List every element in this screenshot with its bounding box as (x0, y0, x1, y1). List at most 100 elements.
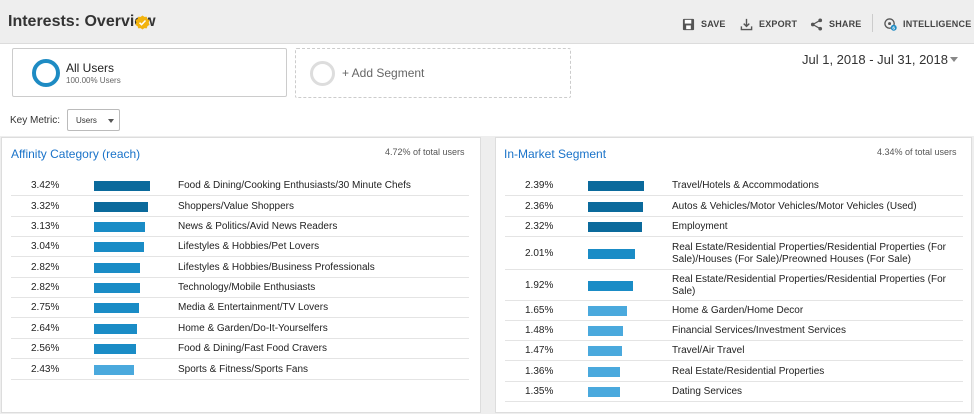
share-button[interactable]: SHARE (810, 17, 862, 31)
affinity-total: 4.72% of total users (385, 147, 465, 157)
row-bar (588, 222, 642, 232)
row-label[interactable]: Sports & Fitness/Sports Fans (178, 363, 309, 375)
row-bar (588, 366, 620, 377)
row-label[interactable]: Lifestyles & Hobbies/Pet Lovers (178, 241, 320, 252)
save-label: SAVE (701, 19, 726, 29)
row-percentage: 2.39% (525, 180, 554, 191)
table-row: 2.82% Technology/Mobile Enthusiasts (11, 278, 469, 298)
row-percentage: 3.32% (31, 200, 60, 212)
table-row: 2.43% Sports & Fitness/Sports Fans (11, 359, 469, 380)
row-label[interactable]: Home & Garden/Home Decor (672, 305, 804, 316)
row-bar (588, 306, 627, 316)
toolbar-divider (872, 14, 873, 32)
row-label[interactable]: Real Estate/Residential Properties (672, 365, 825, 377)
in-market-title[interactable]: In-Market Segment (504, 147, 607, 161)
segment-all-users[interactable]: All Users 100.00% Users (12, 48, 287, 97)
intelligence-icon: 6 (884, 17, 897, 31)
row-label[interactable]: Media & Entertainment/TV Lovers (178, 302, 329, 313)
share-label: SHARE (829, 19, 862, 29)
row-label[interactable]: Technology/Mobile Enthusiasts (178, 282, 316, 293)
row-label[interactable]: Food & Dining/Fast Food Cravers (178, 343, 327, 354)
row-bar (588, 181, 644, 191)
add-segment-label: + Add Segment (342, 66, 425, 80)
row-percentage: 1.47% (525, 345, 554, 356)
row-bar (588, 326, 623, 336)
table-row: 3.32% Shoppers/Value Shoppers (11, 196, 469, 217)
row-label[interactable]: Financial Services/Investment Services (672, 325, 846, 336)
in-market-total: 4.34% of total users (877, 147, 957, 157)
row-bar (588, 346, 622, 356)
row-bar (94, 181, 150, 191)
table-row: 2.39% Travel/Hotels & Accommodations (505, 176, 963, 196)
row-label[interactable]: Real Estate/Residential Properties/Resid… (672, 241, 947, 265)
row-bar (94, 201, 148, 212)
row-label[interactable]: Home & Garden/Do-It-Yourselfers (178, 322, 328, 334)
export-label: EXPORT (759, 19, 798, 29)
row-bar (588, 248, 635, 259)
export-icon (740, 18, 753, 30)
table-row: 1.36% Real Estate/Residential Properties (505, 361, 963, 382)
row-percentage: 2.01% (525, 247, 554, 259)
row-percentage: 1.65% (525, 305, 554, 316)
table-row: 2.75% Media & Entertainment/TV Lovers (11, 298, 469, 318)
row-bar (94, 364, 134, 375)
row-percentage: 2.64% (31, 322, 60, 334)
row-label[interactable]: Autos & Vehicles/Motor Vehicles/Motor Ve… (672, 200, 917, 212)
row-label[interactable]: Travel/Air Travel (672, 345, 745, 356)
row-label[interactable]: Real Estate/Residential Properties/Resid… (672, 273, 947, 297)
chevron-down-icon (108, 119, 114, 123)
row-percentage: 1.36% (525, 365, 554, 377)
row-percentage: 1.92% (525, 279, 554, 291)
row-percentage: 2.36% (525, 200, 554, 212)
row-percentage: 2.56% (31, 343, 60, 354)
row-bar (94, 323, 137, 334)
verified-badge-icon (135, 15, 150, 30)
table-row: 3.13% News & Politics/Avid News Readers (11, 217, 469, 237)
table-row: 1.48% Financial Services/Investment Servi… (505, 321, 963, 341)
row-percentage: 1.35% (525, 386, 554, 397)
row-percentage: 3.13% (31, 221, 60, 232)
row-percentage: 3.04% (31, 241, 60, 252)
segment-name: All Users (66, 61, 115, 75)
table-row: 1.92% Real Estate/Residential Properties/… (505, 270, 963, 301)
row-bar (588, 387, 620, 397)
table-row: 2.56% Food & Dining/Fast Food Cravers (11, 339, 469, 359)
segment-ring-icon (32, 59, 60, 87)
table-row: 3.42% Food & Dining/Cooking Enthusiasts/3… (11, 176, 469, 196)
in-market-panel: In-Market Segment 4.34% of total users 2… (495, 137, 972, 413)
row-bar (94, 262, 140, 273)
row-bar (94, 344, 136, 354)
table-row: 2.36% Autos & Vehicles/Motor Vehicles/Mot… (505, 196, 963, 217)
row-label[interactable]: Shoppers/Value Shoppers (178, 200, 295, 212)
row-percentage: 1.48% (525, 325, 554, 336)
intelligence-button[interactable]: 6 INTELLIGENCE (884, 17, 971, 31)
row-label[interactable]: Travel/Hotels & Accommodations (672, 180, 819, 191)
row-label[interactable]: Employment (672, 221, 728, 232)
key-metric-label: Key Metric: (10, 115, 61, 126)
table-row: 2.64% Home & Garden/Do-It-Yourselfers (11, 318, 469, 339)
row-percentage: 2.82% (31, 282, 60, 293)
chevron-down-icon[interactable] (950, 57, 958, 62)
table-row: 2.82% Lifestyles & Hobbies/Business Profe… (11, 257, 469, 278)
row-label[interactable]: Lifestyles & Hobbies/Business Profession… (178, 261, 375, 273)
segment-share: 100.00% Users (66, 76, 121, 85)
table-row: 1.65% Home & Garden/Home Decor (505, 301, 963, 321)
save-button[interactable]: SAVE (682, 17, 726, 31)
key-metric-select[interactable]: Users (67, 109, 120, 131)
save-icon (682, 18, 695, 30)
svg-text:6: 6 (892, 25, 895, 30)
top-bar: Interests: Overview SAVE EXPORT SHARE 6 … (0, 0, 974, 44)
date-range-picker[interactable]: Jul 1, 2018 - Jul 31, 2018 (802, 52, 948, 67)
row-percentage: 2.82% (31, 261, 60, 273)
row-label[interactable]: News & Politics/Avid News Readers (178, 221, 338, 232)
row-label[interactable]: Dating Services (672, 386, 743, 397)
row-bar (94, 222, 145, 232)
affinity-title[interactable]: Affinity Category (reach) (11, 147, 141, 161)
row-percentage: 3.42% (31, 180, 60, 191)
row-bar (588, 280, 633, 291)
export-button[interactable]: EXPORT (740, 17, 797, 31)
row-label[interactable]: Food & Dining/Cooking Enthusiasts/30 Min… (178, 180, 411, 191)
add-segment-button[interactable]: + Add Segment (295, 48, 571, 98)
row-bar (94, 242, 144, 252)
table-row: 2.01% Real Estate/Residential Properties/… (505, 237, 963, 270)
